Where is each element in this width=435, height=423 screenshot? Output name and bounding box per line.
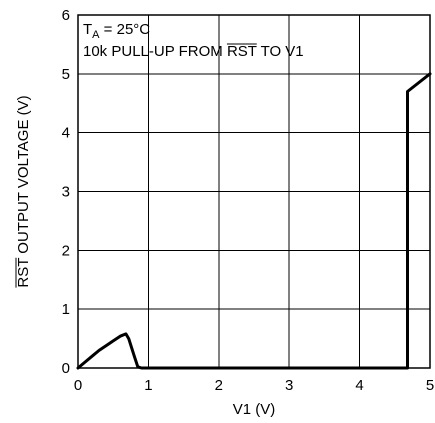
y-tick-label: 1 <box>62 301 70 318</box>
series-line <box>76 72 432 370</box>
annotation-pullup-after: TO V1 <box>257 43 304 60</box>
y-axis-label-text: OUTPUT VOLTAGE (V) <box>15 95 32 258</box>
x-axis-ticks: 0 1 2 3 4 5 <box>74 377 434 394</box>
y-axis-ticks: 0 1 2 3 4 5 6 <box>62 7 70 377</box>
annotation-temperature-symbol: T <box>83 21 92 38</box>
y-tick-label: 5 <box>62 66 70 83</box>
annotation: TA = 25°C 10k PULL-UP FROM RST TO V1 <box>83 21 304 60</box>
annotation-temperature: TA = 25°C <box>83 21 150 41</box>
annotation-pullup-overbar-text: RST <box>227 43 257 60</box>
x-tick-label: 3 <box>285 377 293 394</box>
y-axis-label-overbar-text: RST <box>15 258 32 288</box>
y-tick-label: 4 <box>62 125 70 142</box>
x-tick-label: 5 <box>426 377 434 394</box>
x-axis-label: V1 (V) <box>233 401 276 418</box>
y-axis-label: RST OUTPUT VOLTAGE (V) <box>15 95 32 288</box>
annotation-pullup-before: 10k PULL-UP FROM <box>83 43 227 60</box>
y-tick-label: 2 <box>62 242 70 259</box>
y-tick-label: 3 <box>62 184 70 201</box>
x-tick-label: 2 <box>215 377 223 394</box>
annotation-temperature-subscript: A <box>92 29 100 41</box>
svg-text:RST OUTPUT VOLTAGE (V): RST OUTPUT VOLTAGE (V) <box>15 95 32 287</box>
y-tick-label: 0 <box>62 360 70 377</box>
annotation-temperature-value: = 25°C <box>100 21 151 38</box>
annotation-pullup: 10k PULL-UP FROM RST TO V1 <box>83 43 304 60</box>
grid <box>77 14 431 369</box>
x-tick-label: 4 <box>355 377 363 394</box>
y-tick-label: 6 <box>62 7 70 24</box>
x-tick-label: 1 <box>144 377 152 394</box>
x-tick-label: 0 <box>74 377 82 394</box>
